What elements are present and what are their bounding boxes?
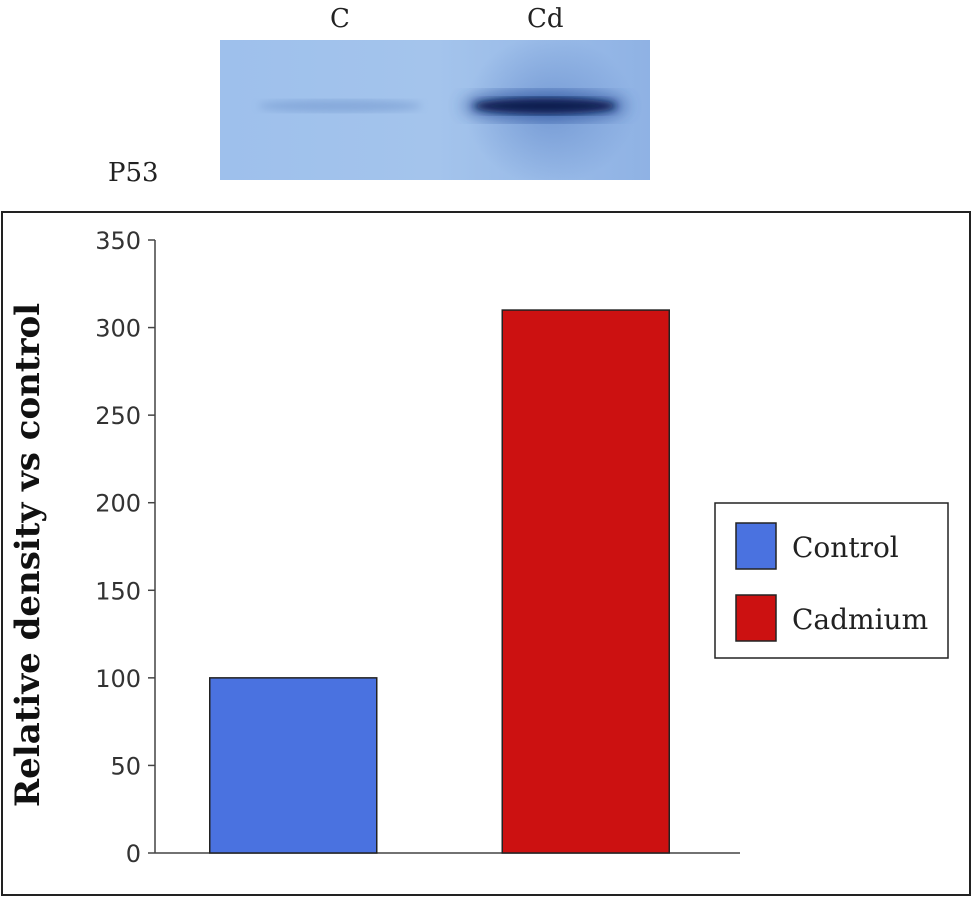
band-cadmium — [473, 98, 617, 114]
legend: Control Cadmium — [714, 502, 949, 659]
y-tick-label: 0 — [126, 840, 141, 868]
bar-cadmium — [501, 309, 670, 854]
legend-swatch-cadmium — [735, 594, 777, 642]
y-axis-label: Relative density vs control — [8, 302, 48, 808]
y-ticks: 0 50 100 150 200 250 300 350 — [95, 227, 155, 868]
y-tick-label: 150 — [95, 577, 141, 605]
lane-label-control: C — [330, 4, 350, 34]
y-tick-label: 250 — [95, 402, 141, 430]
bars — [209, 309, 670, 854]
band-control — [258, 100, 422, 112]
y-tick-label: 300 — [95, 315, 141, 343]
legend-label-control: Control — [792, 531, 899, 564]
bar-control — [209, 677, 378, 854]
protein-label: P53 — [108, 158, 159, 188]
legend-label-cadmium: Cadmium — [792, 603, 928, 636]
y-tick-label: 200 — [95, 490, 141, 518]
y-tick-label: 350 — [95, 227, 141, 255]
y-axis-label-area: Relative density vs control — [0, 210, 56, 899]
y-tick-label: 50 — [110, 752, 141, 780]
lane-label-cadmium: Cd — [527, 4, 564, 34]
y-tick-label: 100 — [95, 665, 141, 693]
legend-swatch-control — [735, 522, 777, 570]
bar-chart: 0 50 100 150 200 250 300 350 Control Cadmium — [1, 211, 971, 896]
western-blot-image — [220, 40, 650, 180]
